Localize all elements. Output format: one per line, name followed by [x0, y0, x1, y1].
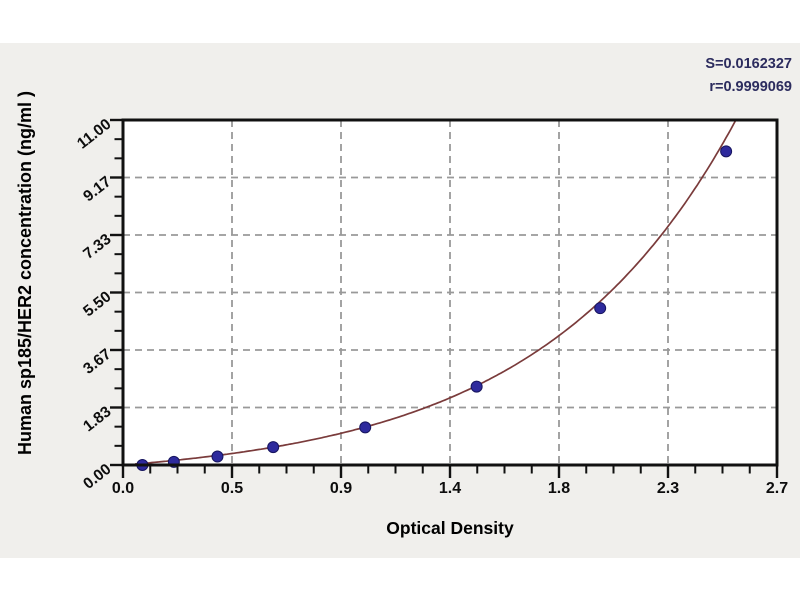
x-tick-label: 1.8 — [548, 480, 570, 497]
standard-point — [211, 450, 224, 463]
y-axis-title: Human sp185/HER2 concentration (ng/ml ) — [15, 91, 35, 455]
x-tick-label: 0.9 — [330, 480, 352, 497]
standard-point — [267, 441, 280, 454]
data-points — [136, 145, 733, 471]
x-tick-label: 1.4 — [439, 480, 461, 497]
standard-point — [720, 145, 733, 158]
axis-ticks — [110, 118, 779, 478]
x-tick-label: 2.3 — [657, 480, 679, 497]
grid-lines — [123, 120, 777, 465]
plot-frame — [121, 118, 779, 467]
s-annotation: S=0.0162327 — [705, 56, 792, 72]
standard-point — [359, 421, 372, 434]
standard-point — [594, 302, 607, 315]
r-annotation: r=0.9999069 — [709, 79, 792, 95]
x-tick-label: 0.5 — [221, 480, 243, 497]
standard-point — [470, 380, 483, 393]
x-tick-label: 2.7 — [766, 480, 788, 497]
x-tick-labels: 0.0 0.5 0.9 1.4 1.8 2.3 2.7 — [112, 480, 788, 497]
x-axis-title: Optical Density — [386, 518, 514, 538]
fit-curve — [135, 119, 737, 465]
fit-statistics: S=0.0162327 r=0.9999069 — [705, 56, 792, 95]
x-tick-label: 0.0 — [112, 480, 134, 497]
